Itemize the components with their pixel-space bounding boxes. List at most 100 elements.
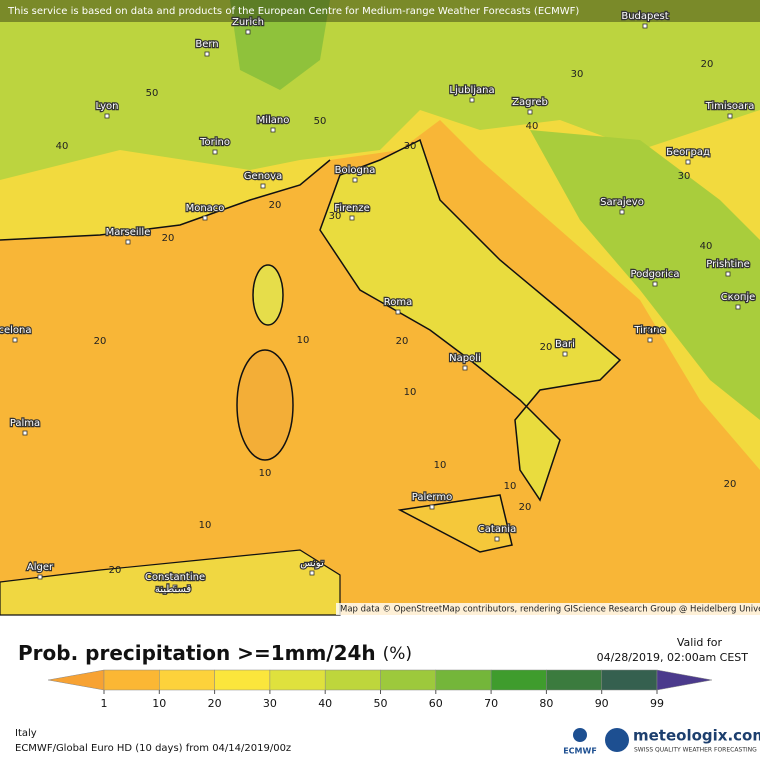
city-label: Marseille <box>106 227 151 238</box>
contour-label: 40 <box>700 241 713 252</box>
city-label: Zurich <box>232 17 264 28</box>
colorbar-arrow-high <box>656 669 713 691</box>
valid-label: Valid for <box>677 636 723 649</box>
valid-time: 04/28/2019, 02:00am CEST <box>597 651 749 664</box>
contour-label: 40 <box>56 141 69 152</box>
city-marker <box>469 97 475 103</box>
city-label: Zagreb <box>512 97 548 108</box>
colorbar-segment <box>490 669 547 691</box>
contour-label: 10 <box>434 460 447 471</box>
sardinia <box>236 349 294 461</box>
city-marker <box>125 239 131 245</box>
city-marker <box>172 584 178 590</box>
africa <box>0 549 341 616</box>
italy <box>319 138 622 502</box>
city-label: Monaco <box>186 203 225 214</box>
city-label: Constantine <box>145 572 205 583</box>
city-label: Tirane <box>633 325 665 336</box>
contour-label: 30 <box>329 211 342 222</box>
colorbar-segment <box>601 669 658 691</box>
city-marker <box>494 536 500 542</box>
city-label: Београд <box>666 147 710 158</box>
brand-logo <box>605 728 629 752</box>
city-marker <box>212 149 218 155</box>
colorbar-segment <box>214 669 271 691</box>
city-label: Prishtine <box>706 259 749 270</box>
colorbar-segment <box>435 669 492 691</box>
city-marker <box>12 337 18 343</box>
city-label: Napoli <box>449 353 481 364</box>
colorbar-arrow-low <box>47 669 105 691</box>
coast <box>0 159 331 241</box>
city-label: قسنطينة <box>155 584 192 595</box>
colorbar-tick-label: 50 <box>374 697 388 710</box>
city-label: Скопје <box>721 291 756 303</box>
contour-label: 20 <box>269 200 282 211</box>
city-label: Alger <box>27 562 54 573</box>
title: Prob. precipitation >=1mm/24h <box>18 641 376 665</box>
contour-label: 20 <box>396 336 409 347</box>
city-marker <box>204 51 210 57</box>
colorbar-segment <box>103 669 160 691</box>
colorbar-tick-label: 30 <box>263 697 277 710</box>
contour-label: 10 <box>504 481 517 492</box>
city-marker <box>245 29 251 35</box>
city-marker <box>260 183 266 189</box>
colorbar-segment <box>324 669 381 691</box>
colorbar-tick-label: 20 <box>208 697 222 710</box>
colorbar-tick-label: 80 <box>539 697 553 710</box>
city-marker <box>202 215 208 221</box>
contour-label: 40 <box>526 121 539 132</box>
notice-bar <box>0 0 760 22</box>
city-label: Palermo <box>412 492 452 503</box>
contour-label: 20 <box>724 479 737 490</box>
city-label: Genova <box>244 171 282 182</box>
city-label: Bari <box>555 339 575 350</box>
city-label: Sarajevo <box>600 197 644 208</box>
colorbar-tick-label: 40 <box>318 697 332 710</box>
contour-label: 50 <box>146 88 159 99</box>
colorbar-tick-label: 99 <box>650 697 664 710</box>
city-marker <box>22 430 28 436</box>
sicily <box>397 494 513 553</box>
map: This service is based on data and produc… <box>0 0 760 616</box>
contour-label: 30 <box>404 141 417 152</box>
contour-label: 20 <box>540 342 553 353</box>
brand: meteologix.com <box>633 727 760 745</box>
city-label: Torino <box>199 137 230 148</box>
colorbar-tick-label: 70 <box>484 697 498 710</box>
city-marker <box>562 351 568 357</box>
ecmwf-label: ECMWF <box>563 747 597 756</box>
city-label: Timisoara <box>705 101 755 112</box>
city-marker <box>429 504 435 510</box>
city-label: Podgorica <box>630 269 679 280</box>
contour-label: 10 <box>404 387 417 398</box>
city-marker <box>349 215 355 221</box>
contour-label: 20 <box>519 502 532 513</box>
unit: (%) <box>383 644 412 664</box>
legend-title: Prob. precipitation >=1mm/24h (%) <box>18 641 412 665</box>
city-marker <box>395 309 401 315</box>
corsica <box>252 264 284 326</box>
city-label: Palma <box>10 418 40 429</box>
city-label: Firenze <box>334 203 370 214</box>
city-marker <box>309 570 315 576</box>
contour-label: 30 <box>571 69 584 80</box>
city-marker <box>462 365 468 371</box>
contour-label: 10 <box>199 520 212 531</box>
balkans <box>530 130 760 420</box>
colorbar-segment <box>546 669 602 691</box>
city-marker <box>352 177 358 183</box>
colorbar-tick-label: 90 <box>595 697 609 710</box>
colorbar-segment <box>380 669 437 691</box>
contour-label: 10 <box>259 468 272 479</box>
city-label: تونس <box>300 558 324 569</box>
attribution-bg <box>336 603 760 615</box>
contour-label: 20 <box>162 233 175 244</box>
city-marker <box>104 113 110 119</box>
colorbar-segment <box>269 669 326 691</box>
city-marker <box>725 271 731 277</box>
contour-label: 50 <box>314 116 327 127</box>
city-marker <box>647 337 653 343</box>
